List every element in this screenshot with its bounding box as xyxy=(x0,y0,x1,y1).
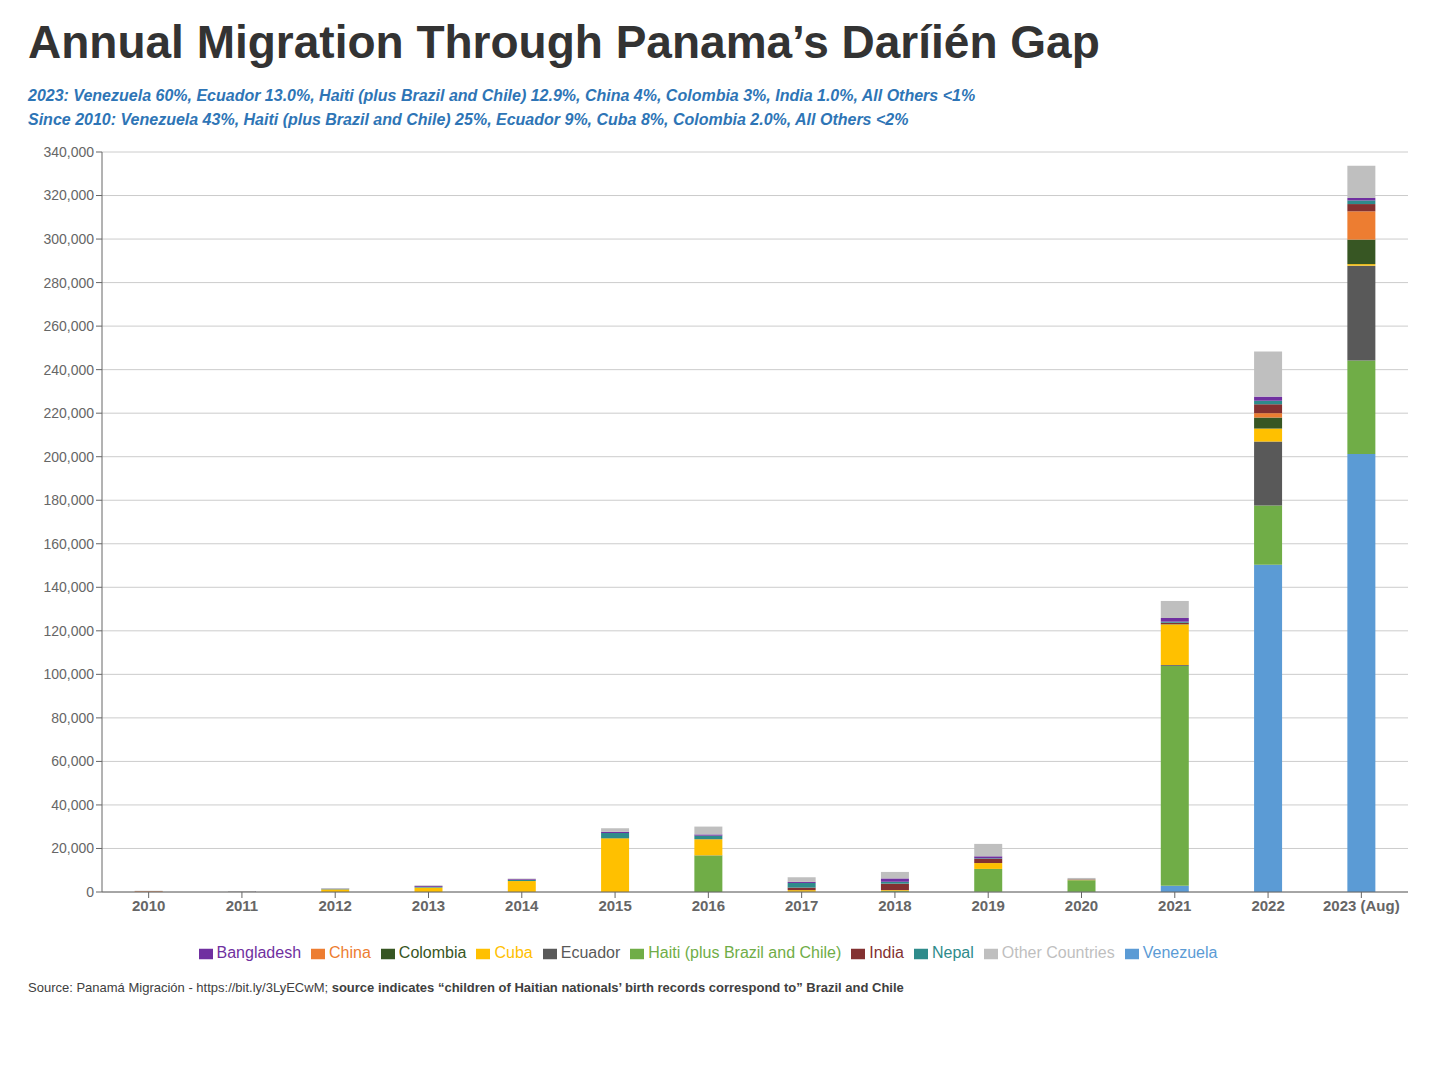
svg-text:80,000: 80,000 xyxy=(51,710,94,726)
svg-text:2021: 2021 xyxy=(1158,897,1191,914)
svg-text:2010: 2010 xyxy=(132,897,165,914)
html-text:Haiti (plus Brazil and Chile): Haiti (plus Brazil and Chile) xyxy=(648,944,842,961)
html-text:Source: Panamá Migración - htt: Source: Panamá Migración - https://bit.l… xyxy=(28,980,904,995)
svg-text:2022: 2022 xyxy=(1251,897,1284,914)
html-text:Venezuela: Venezuela xyxy=(1142,944,1218,961)
svg-text:260,000: 260,000 xyxy=(43,318,94,334)
svg-text:0: 0 xyxy=(86,884,94,900)
html-text:Annual Migration Through Panam: Annual Migration Through Panama’s Daríié… xyxy=(28,16,1100,68)
svg-text:20,000: 20,000 xyxy=(51,840,94,856)
html-text:Bangladesh: Bangladesh xyxy=(216,944,301,961)
svg-text:340,000: 340,000 xyxy=(43,144,94,160)
svg-text:320,000: 320,000 xyxy=(43,187,94,203)
svg-text:2012: 2012 xyxy=(319,897,352,914)
html-text:Nepal: Nepal xyxy=(932,944,974,961)
svg-text:2011: 2011 xyxy=(226,897,259,914)
svg-text:120,000: 120,000 xyxy=(43,623,94,639)
svg-text:2016: 2016 xyxy=(692,897,725,914)
html-text:India: India xyxy=(869,944,904,961)
svg-text:2013: 2013 xyxy=(412,897,445,914)
svg-text:200,000: 200,000 xyxy=(43,449,94,465)
html-text:Ecuador: Ecuador xyxy=(560,944,621,961)
svg-text:40,000: 40,000 xyxy=(51,797,94,813)
svg-text:2018: 2018 xyxy=(878,897,911,914)
html-text:2023: Venezuela 60%, Ecuador 1: 2023: Venezuela 60%, Ecuador 13.0%, Hait… xyxy=(28,87,976,104)
html-text:Cuba: Cuba xyxy=(494,944,533,961)
svg-text:140,000: 140,000 xyxy=(43,579,94,595)
svg-text:300,000: 300,000 xyxy=(43,231,94,247)
html-text:Colombia: Colombia xyxy=(398,944,467,961)
html-text:China: China xyxy=(329,944,371,961)
svg-text:180,000: 180,000 xyxy=(43,492,94,508)
svg-text:240,000: 240,000 xyxy=(43,362,94,378)
svg-text:2019: 2019 xyxy=(972,897,1005,914)
svg-text:100,000: 100,000 xyxy=(43,666,94,682)
svg-text:160,000: 160,000 xyxy=(43,536,94,552)
svg-text:2023 (Aug): 2023 (Aug) xyxy=(1323,897,1400,914)
html-text:Other Countries: Other Countries xyxy=(1001,944,1115,961)
svg-text:2015: 2015 xyxy=(598,897,631,914)
svg-text:2017: 2017 xyxy=(785,897,818,914)
svg-text:2020: 2020 xyxy=(1065,897,1098,914)
svg-text:280,000: 280,000 xyxy=(43,275,94,291)
svg-text:2014: 2014 xyxy=(505,897,539,914)
svg-text:60,000: 60,000 xyxy=(51,753,94,769)
html-text:Since 2010: Venezuela 43%, Hai: Since 2010: Venezuela 43%, Haiti (plus B… xyxy=(28,111,909,128)
svg-text:220,000: 220,000 xyxy=(43,405,94,421)
